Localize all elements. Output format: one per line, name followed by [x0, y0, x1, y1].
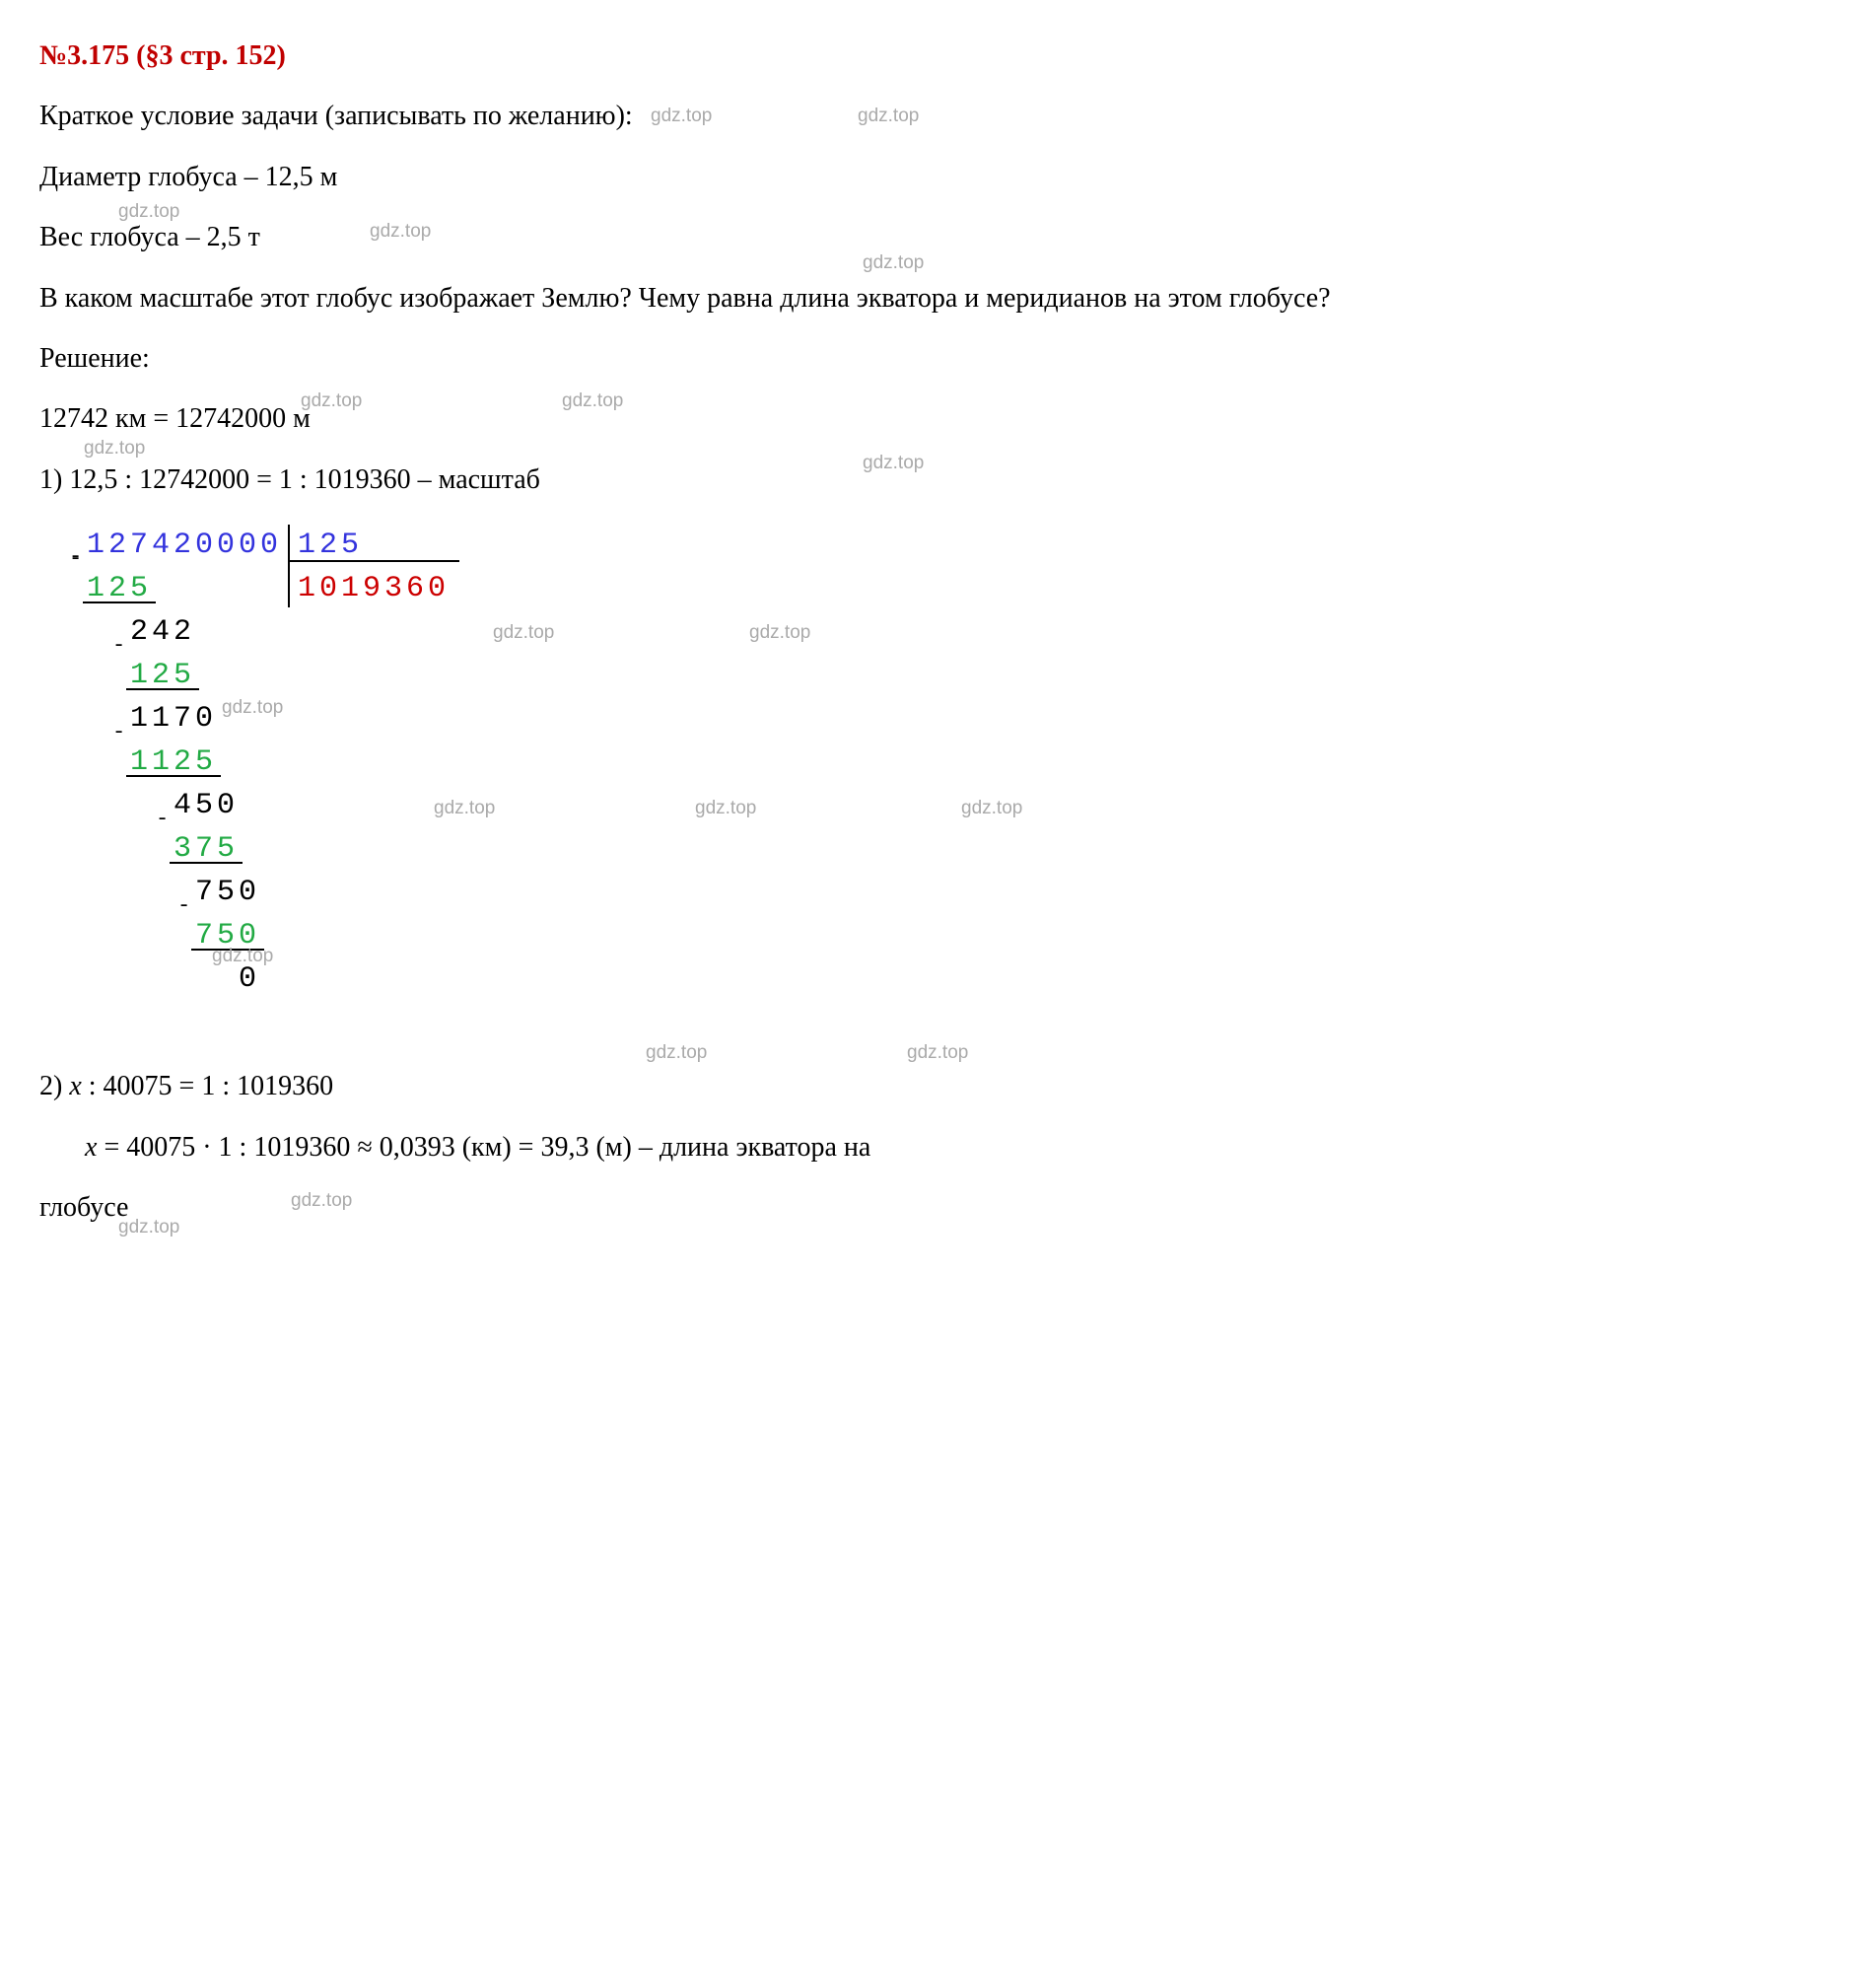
- division-step: 750: [195, 870, 260, 916]
- step2-line1: 2) x : 40075 = 1 : 1019360: [39, 1065, 1837, 1107]
- division-step: 125: [87, 566, 152, 612]
- division-horizontal-bar: [288, 560, 459, 562]
- division-step: 125: [130, 653, 195, 699]
- watermark: gdz.top: [118, 1213, 179, 1241]
- division-vertical-bar: [288, 525, 290, 607]
- var-x-2: x: [85, 1132, 97, 1163]
- long-division: 1274200001251019360-125-242125-11701125-…: [69, 523, 1837, 1043]
- watermark: gdz.top: [858, 102, 919, 130]
- watermark: gdz.top: [434, 794, 495, 822]
- step2-rest: : 40075 = 1 : 1019360: [82, 1071, 333, 1101]
- var-x-1: x: [69, 1071, 81, 1101]
- watermark: gdz.top: [651, 102, 712, 130]
- minus-sign: -: [112, 716, 129, 749]
- weight-line: Вес глобуса – 2,5 т: [39, 216, 1837, 258]
- watermark: gdz.top: [907, 1038, 968, 1067]
- watermark: gdz.top: [212, 942, 273, 970]
- watermark: gdz.top: [863, 449, 924, 477]
- dividend-row: 127420000: [87, 523, 282, 569]
- watermark: gdz.top: [562, 387, 623, 415]
- subtraction-underline: [126, 688, 199, 690]
- watermark: gdz.top: [863, 248, 924, 277]
- quotient: 1019360: [298, 566, 450, 612]
- minus-sign: -: [69, 542, 86, 576]
- division-step: 375: [174, 826, 239, 873]
- brief-condition-label: Краткое условие задачи (записывать по же…: [39, 95, 1837, 137]
- watermark: gdz.top: [961, 794, 1022, 822]
- division-step: 450: [174, 783, 239, 829]
- step2-line2-rest: = 40075 · 1 : 1019360 ≈ 0,0393 (км) = 39…: [97, 1132, 870, 1163]
- watermark: gdz.top: [370, 217, 431, 246]
- watermark: gdz.top: [301, 387, 362, 415]
- division-step: 1125: [130, 740, 217, 786]
- watermark: gdz.top: [118, 197, 179, 226]
- watermark: gdz.top: [749, 618, 810, 647]
- watermark: gdz.top: [222, 693, 283, 722]
- step1-line: 1) 12,5 : 12742000 = 1 : 1019360 – масшт…: [39, 459, 1837, 501]
- subtraction-underline: [126, 775, 221, 777]
- division-step: 1170: [130, 696, 217, 742]
- watermark: gdz.top: [646, 1038, 707, 1067]
- diameter-line: Диаметр глобуса – 12,5 м: [39, 156, 1837, 198]
- minus-sign: -: [112, 629, 129, 663]
- subtraction-underline: [170, 862, 243, 864]
- step2-line2: x = 40075 · 1 : 1019360 ≈ 0,0393 (км) = …: [39, 1126, 1837, 1168]
- watermark: gdz.top: [84, 434, 145, 462]
- division-step: 242: [130, 609, 195, 656]
- question-line: В каком масштабе этот глобус изображает …: [39, 277, 1837, 319]
- step2-prefix: 2): [39, 1071, 69, 1101]
- watermark: gdz.top: [493, 618, 554, 647]
- minus-sign: -: [177, 889, 194, 923]
- minus-sign: -: [156, 803, 173, 836]
- watermark: gdz.top: [291, 1186, 352, 1215]
- solution-label: Решение:: [39, 337, 1837, 380]
- subtraction-underline: [83, 601, 156, 603]
- problem-title: №3.175 (§3 стр. 152): [39, 35, 1837, 77]
- watermark: gdz.top: [695, 794, 756, 822]
